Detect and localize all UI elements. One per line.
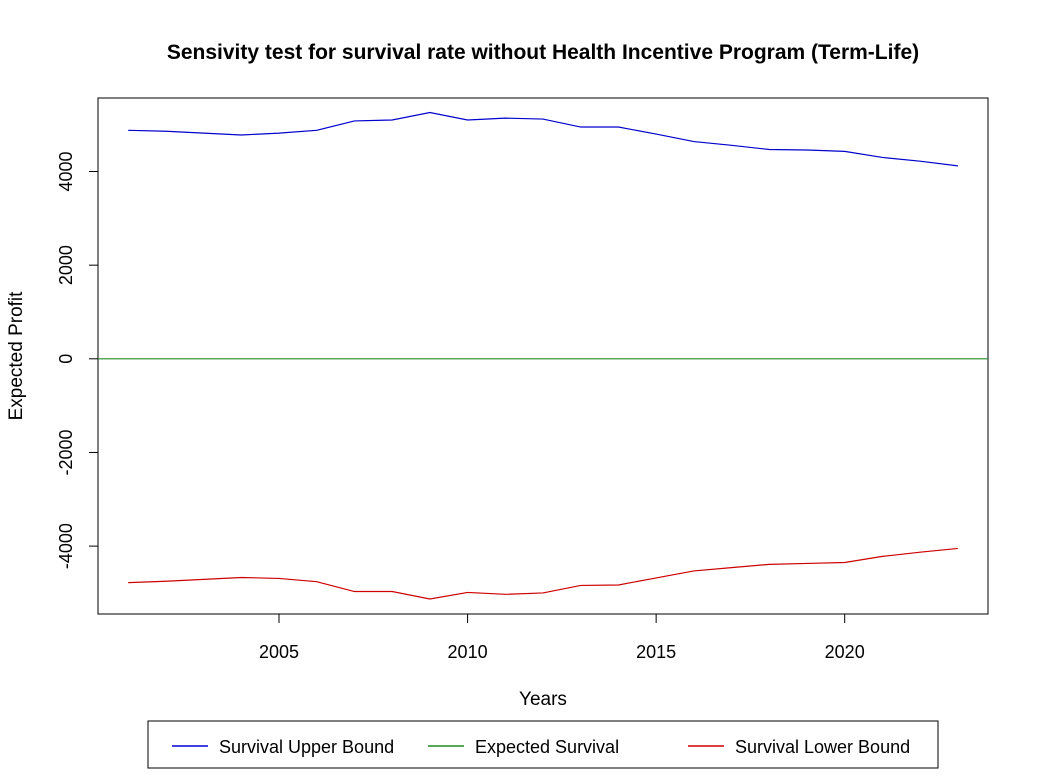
y-tick-label: -2000 [56, 429, 76, 475]
y-axis-label: Expected Profit [6, 291, 27, 421]
series-line-survival-lower-bound [128, 547, 958, 600]
legend: Survival Upper Bound Expected Survival Sur… [172, 737, 910, 757]
plot-frame [97, 97, 989, 615]
y-tick-label: 0 [56, 354, 76, 364]
y-tick-label: 2000 [56, 245, 76, 285]
x-axis: 2005 2010 2015 2020 [259, 613, 865, 662]
x-axis-label: Years [519, 689, 567, 710]
y-tick-label: -4000 [56, 523, 76, 569]
x-tick-label: 2010 [448, 642, 488, 662]
legend-label-expected-survival: Expected Survival [475, 737, 619, 757]
series-lines [98, 111, 988, 600]
y-tick-label: 4000 [56, 151, 76, 191]
legend-box [147, 720, 939, 769]
legend-label-survival-upper-bound: Survival Upper Bound [219, 737, 394, 757]
x-tick-label: 2015 [636, 642, 676, 662]
x-tick-label: 2020 [825, 642, 865, 662]
series-line-survival-upper-bound [128, 111, 958, 167]
chart-title: Sensivity test for survival rate without… [167, 41, 919, 64]
x-tick-label: 2005 [259, 642, 299, 662]
legend-label-survival-lower-bound: Survival Lower Bound [735, 737, 910, 757]
y-axis: -4000 -2000 0 2000 4000 [56, 151, 99, 569]
